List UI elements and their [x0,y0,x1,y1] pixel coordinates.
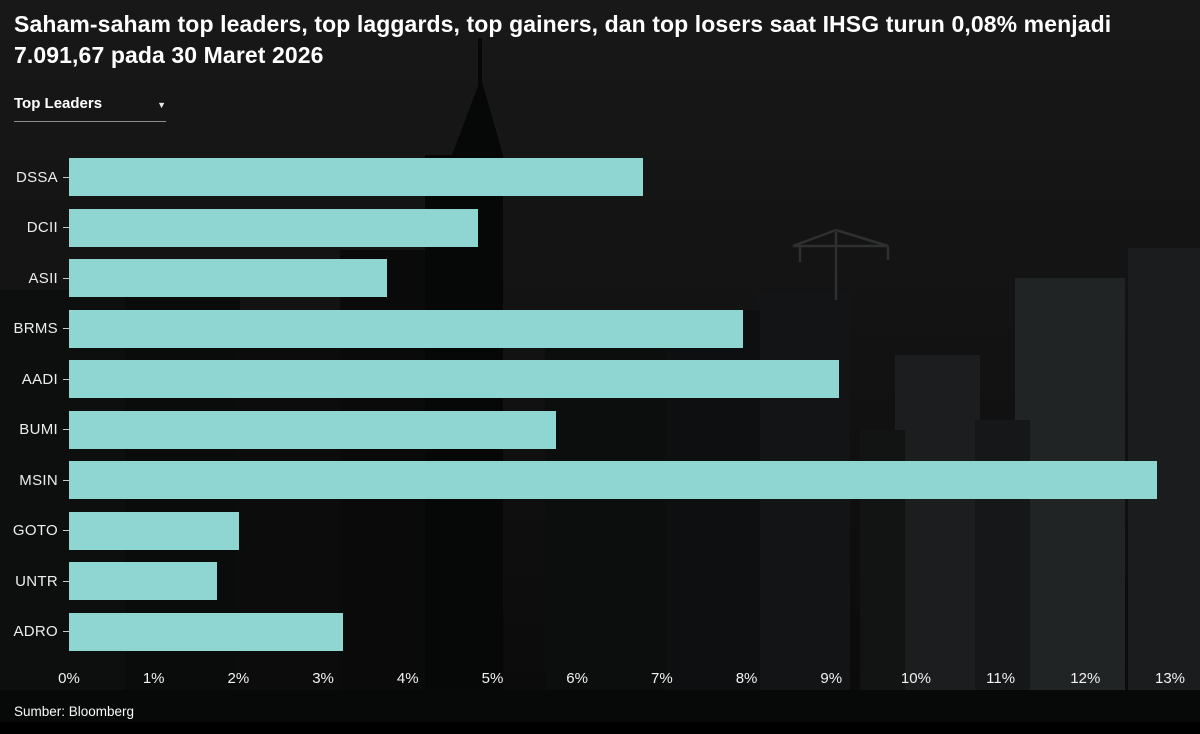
construction-crane-icon [792,228,890,300]
bar-row: BRMS [0,304,1200,355]
category-label: DSSA [15,168,58,186]
x-axis: 0% 1% 2% 3% 4% 5% 6% 7% 8% 9% 10% 11% 12% 13% [58,664,1185,690]
value-bar [69,259,387,298]
bar-track [69,304,1200,355]
x-axis-tick-label: 12% [1070,670,1101,687]
value-bar [69,158,644,197]
value-bar [69,461,1157,500]
bar-row: GOTO [0,506,1200,557]
chart-rows: DSSA DCII ASII BRMS AADI BUMI MSIN GOTO UNTR ADRO [0,152,1200,657]
x-axis-tick-label: 1% [142,670,165,687]
y-axis-tick [63,328,69,330]
y-axis-tick [63,176,69,178]
value-bar [69,511,239,550]
category-label: MSIN [19,471,58,489]
x-axis-tick-label: 7% [651,670,673,687]
bar-track [69,556,1200,607]
bar-row: UNTR [0,556,1200,607]
category-label: ADRO [13,623,58,641]
bar-track [69,455,1200,506]
bar-track [69,203,1200,254]
value-bar [69,612,344,651]
category-label: GOTO [12,522,58,540]
x-axis-tick-label: 13% [1154,670,1186,687]
bar-track [69,253,1200,304]
category-label: BRMS [13,320,58,338]
y-axis-tick [63,378,69,380]
bar-track [69,506,1200,557]
value-bar [69,410,557,449]
y-axis-tick [63,631,69,633]
category-label: ASII [28,269,58,287]
y-axis-tick [63,277,69,279]
value-bar [69,309,744,348]
bar-track [69,152,1200,203]
x-axis-tick-label: 6% [566,670,588,687]
bar-row: AADI [0,354,1200,405]
source-note: Sumber: Bloomberg [14,704,135,719]
bar-row: DCII [0,203,1200,254]
series-select-dropdown[interactable]: Top Leaders ▼ [14,95,166,122]
dropdown-selected-label: Top Leaders [14,95,103,112]
bar-row: BUMI [0,405,1200,456]
bar-track [69,607,1200,658]
category-label: AADI [21,370,58,388]
bar-chart: DSSA DCII ASII BRMS AADI BUMI MSIN GOTO UNTR ADRO… [0,152,1200,690]
bar-row: MSIN [0,455,1200,506]
page-title: Saham-saham top leaders, top laggards, t… [14,11,1112,68]
y-axis-tick [63,530,69,532]
bar-row: ADRO [0,607,1200,658]
x-axis-tick-label: 9% [820,670,843,687]
y-axis-tick [63,227,69,229]
chevron-down-icon: ▼ [157,99,166,110]
x-axis-tick-label: 3% [312,670,334,687]
value-bar [69,360,839,399]
y-axis-tick [63,479,69,481]
y-axis-tick [63,429,69,431]
category-label: UNTR [15,572,58,590]
bar-track [69,405,1200,456]
x-axis-tick-label: 2% [227,670,250,687]
value-bar [69,208,478,247]
x-axis-tick-label: 8% [735,670,758,687]
category-label: BUMI [19,421,58,439]
x-axis-tick-label: 11% [986,670,1016,687]
bar-row: ASII [0,253,1200,304]
bar-row: DSSA [0,152,1200,203]
value-bar [69,562,217,601]
category-label: DCII [26,219,58,237]
x-axis-tick-label: 5% [481,670,504,687]
x-axis-tick-label: 0% [58,670,80,687]
y-axis-tick [63,580,69,582]
x-axis-tick-label: 4% [396,670,419,687]
x-axis-tick-label: 10% [900,670,931,687]
bar-track [69,354,1200,405]
